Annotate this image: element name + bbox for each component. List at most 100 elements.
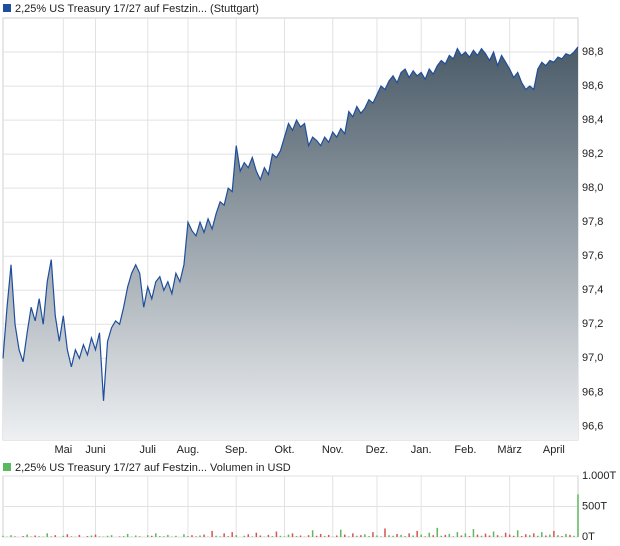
legend-label: 2,25% US Treasury 17/27 auf Festzin... (… <box>15 3 259 15</box>
volume-bar <box>151 535 153 537</box>
volume-bar <box>291 533 294 537</box>
legend-swatch <box>3 463 11 471</box>
volume-bar <box>279 535 282 537</box>
volume-bar <box>396 533 398 537</box>
y-tick-label: 97,0 <box>582 352 603 364</box>
y-tick-label: 96,6 <box>582 420 603 432</box>
volume-bar <box>54 535 57 537</box>
volume-bar <box>500 536 503 537</box>
y-tick-label: 97,2 <box>582 318 603 330</box>
volume-bar <box>424 536 426 537</box>
y-tick-label: 98,2 <box>582 148 603 160</box>
volume-bar <box>78 534 81 537</box>
volume-bar <box>323 536 326 537</box>
volume-bar <box>549 534 551 537</box>
volume-bar <box>344 534 346 537</box>
volume-bar <box>496 535 499 537</box>
volume-bar <box>420 534 422 537</box>
y-tick-label: 98,8 <box>582 46 603 58</box>
volume-bar <box>372 532 374 537</box>
y-tick-label: 98,6 <box>582 80 603 92</box>
volume-bar <box>299 535 302 537</box>
volume-bar <box>118 536 121 537</box>
volume-bar <box>488 535 491 537</box>
volume-bar <box>464 533 467 537</box>
volume-bar <box>569 534 571 537</box>
volume-bar <box>203 534 205 537</box>
volume-bar <box>400 534 402 537</box>
legend-label: 2,25% US Treasury 17/27 auf Festzin... V… <box>15 462 291 474</box>
volume-bar <box>38 536 40 537</box>
x-tick-label: Dez. <box>366 444 389 456</box>
volume-bar <box>565 533 567 537</box>
volume-bar <box>472 529 475 537</box>
volume-bar <box>62 535 65 537</box>
volume-bar <box>10 535 12 537</box>
volume-bar <box>460 535 463 537</box>
x-tick-label: April <box>543 444 565 456</box>
volume-bar <box>311 530 314 537</box>
volume-bar <box>524 534 527 537</box>
y-tick-label: 500T <box>582 500 607 512</box>
volume-bar <box>408 533 410 537</box>
volume-bar <box>412 535 414 537</box>
volume-bar <box>98 536 101 537</box>
y-tick-label: 97,6 <box>582 250 603 262</box>
volume-bar <box>211 530 213 537</box>
legend-swatch <box>3 4 11 12</box>
volume-bar <box>319 533 322 537</box>
volume-bar <box>46 533 48 537</box>
volume-bar <box>508 534 511 537</box>
volume-bar <box>577 494 579 537</box>
volume-bar <box>231 532 233 537</box>
volume-bar <box>404 536 406 537</box>
x-tick-label: Sep. <box>225 444 248 456</box>
volume-bar <box>255 532 258 537</box>
volume-bar <box>275 531 278 537</box>
volume-bar <box>227 536 229 537</box>
x-tick-label: Nov. <box>322 444 344 456</box>
volume-bar <box>110 535 113 537</box>
volume-bar <box>134 535 137 537</box>
volume-bar <box>122 536 125 537</box>
volume-bar <box>335 535 338 537</box>
volume-bar <box>557 535 559 537</box>
volume-bar <box>199 535 201 537</box>
x-tick-label: Aug. <box>177 444 200 456</box>
volume-bar <box>86 536 89 537</box>
volume-bar <box>537 535 539 537</box>
volume-bar <box>476 534 479 537</box>
volume-bar <box>138 536 141 537</box>
volume-bar <box>561 536 563 537</box>
volume-bar <box>504 532 507 537</box>
volume-bar <box>175 535 177 537</box>
x-tick-label: März <box>497 444 521 456</box>
volume-bar <box>380 536 382 537</box>
volume-bar <box>352 533 354 537</box>
volume-bar <box>573 535 575 537</box>
volume-bar <box>376 535 378 537</box>
volume-bar <box>392 535 394 537</box>
volume-bar <box>283 536 286 537</box>
volume-bar <box>2 535 4 537</box>
volume-bar <box>247 534 250 537</box>
x-tick-label: Mai <box>54 444 72 456</box>
volume-bar <box>126 533 129 537</box>
volume-bar <box>436 527 439 537</box>
volume-bar <box>14 536 16 537</box>
volume-bar <box>70 536 73 537</box>
volume-bar <box>26 534 28 537</box>
y-tick-label: 97,4 <box>582 284 603 296</box>
volume-bar <box>219 536 221 537</box>
y-tick-label: 96,8 <box>582 386 603 398</box>
volume-bar <box>50 536 53 537</box>
volume-bar <box>516 530 519 537</box>
volume-bar <box>235 535 237 537</box>
volume-bar <box>195 536 197 537</box>
volume-bar <box>191 535 193 537</box>
volume-bar <box>520 536 523 537</box>
volume-bar <box>215 535 217 537</box>
volume-bar <box>448 533 451 537</box>
volume-bar <box>512 535 515 537</box>
volume-bar <box>468 536 471 537</box>
